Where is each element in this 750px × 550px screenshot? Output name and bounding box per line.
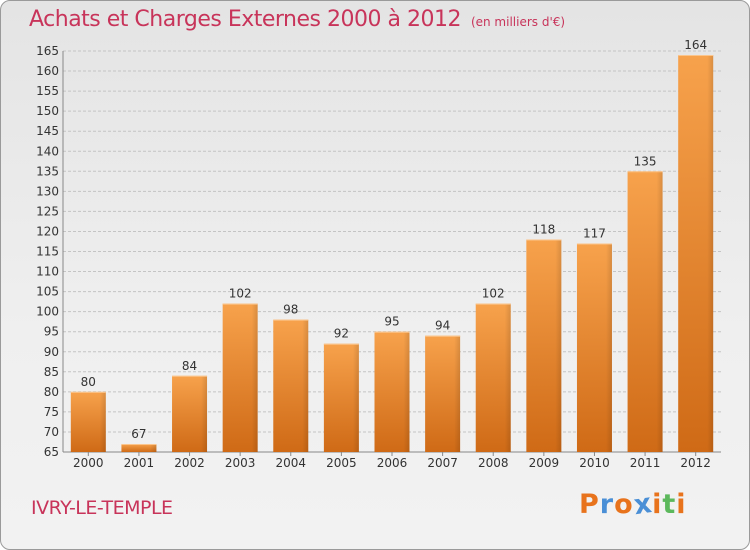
y-tick-label: 155	[36, 84, 59, 98]
bar-shade-2004	[302, 319, 309, 452]
data-label-2012: 164	[684, 38, 707, 52]
bar-shade-2003	[251, 303, 258, 452]
commune-name: IVRY-LE-TEMPLE	[31, 497, 173, 519]
y-tick-label: 65	[44, 445, 59, 459]
logo-letter: i	[652, 489, 663, 520]
y-tick-label: 75	[44, 405, 59, 419]
x-tick-label-2001: 2001	[124, 456, 155, 470]
logo-letter: t	[662, 489, 677, 520]
data-label-2008: 102	[482, 287, 505, 301]
data-label-2010: 117	[583, 226, 606, 240]
y-tick-label: 80	[44, 385, 59, 399]
y-tick-label: 135	[36, 164, 59, 178]
data-label-2002: 84	[182, 359, 197, 373]
proxiti-logo: Proxiti	[579, 487, 687, 522]
bar-shade-2005	[352, 343, 359, 452]
bar-shade-2009	[555, 239, 562, 452]
x-tick-label-2010: 2010	[579, 456, 610, 470]
bar-shade-2002	[201, 375, 208, 452]
x-tick-label-2006: 2006	[377, 456, 408, 470]
bar-layer: 80 67 84 102 98 92 95 94 102 118 117 135 164	[70, 38, 714, 453]
chart-unit: (en milliers d'€)	[470, 15, 566, 29]
logo-letter: r	[599, 489, 615, 520]
logo-letter: i	[676, 489, 687, 520]
x-tick-label-2008: 2008	[478, 456, 509, 470]
data-label-2000: 80	[81, 375, 96, 389]
bar-2001	[121, 443, 157, 452]
data-label-2011: 135	[634, 154, 657, 168]
bar-shade-2012	[707, 55, 714, 452]
x-tick-label-2000: 2000	[73, 456, 104, 470]
data-label-2009: 118	[532, 222, 555, 236]
bar-shade-2006	[403, 331, 410, 452]
y-tick-label: 70	[44, 425, 59, 439]
y-tick-label: 85	[44, 365, 59, 379]
data-label-2003: 102	[229, 287, 252, 301]
x-tick-label-2007: 2007	[427, 456, 458, 470]
x-tick-label-2004: 2004	[275, 456, 306, 470]
bar-shade-2000	[99, 391, 106, 452]
x-tick-label-2005: 2005	[326, 456, 357, 470]
y-tick-label: 125	[36, 204, 59, 218]
x-tick-label-2012: 2012	[680, 456, 711, 470]
y-tick-label: 130	[36, 184, 59, 198]
x-tick-label-2011: 2011	[630, 456, 661, 470]
bar-shade-2007	[454, 335, 461, 452]
y-tick-label: 95	[44, 325, 59, 339]
logo-letter: x	[631, 487, 655, 522]
bar-shade-2008	[504, 303, 511, 452]
data-label-2007: 94	[435, 319, 450, 333]
chart-title: Achats et Charges Externes 2000 à 2012 (e…	[29, 7, 565, 32]
y-tick-label: 160	[36, 64, 59, 78]
y-tick-label: 90	[44, 345, 59, 359]
y-tick-label: 120	[36, 224, 59, 238]
y-tick-label: 110	[36, 265, 59, 279]
data-label-2006: 95	[384, 315, 399, 329]
y-tick-label: 145	[36, 124, 59, 138]
y-tick-label: 100	[36, 305, 59, 319]
bar-shade-2010	[605, 243, 612, 452]
x-tick-label-2009: 2009	[529, 456, 560, 470]
y-tick-label: 115	[36, 245, 59, 259]
data-label-2005: 92	[334, 327, 349, 341]
x-tick-label-2002: 2002	[174, 456, 205, 470]
y-tick-label: 105	[36, 285, 59, 299]
y-tick-label: 165	[36, 44, 59, 58]
logo-letter: P	[579, 489, 600, 520]
y-tick-label: 140	[36, 144, 59, 158]
y-tick-label: 150	[36, 104, 59, 118]
x-tick-label-2003: 2003	[225, 456, 256, 470]
data-label-2001: 67	[131, 427, 146, 441]
bar-shade-2011	[656, 171, 663, 453]
bar-shade-2001	[150, 443, 157, 452]
data-label-2004: 98	[283, 303, 298, 317]
logo-letter: o	[614, 489, 634, 520]
chart-title-text: Achats et Charges Externes 2000 à 2012	[29, 7, 461, 32]
